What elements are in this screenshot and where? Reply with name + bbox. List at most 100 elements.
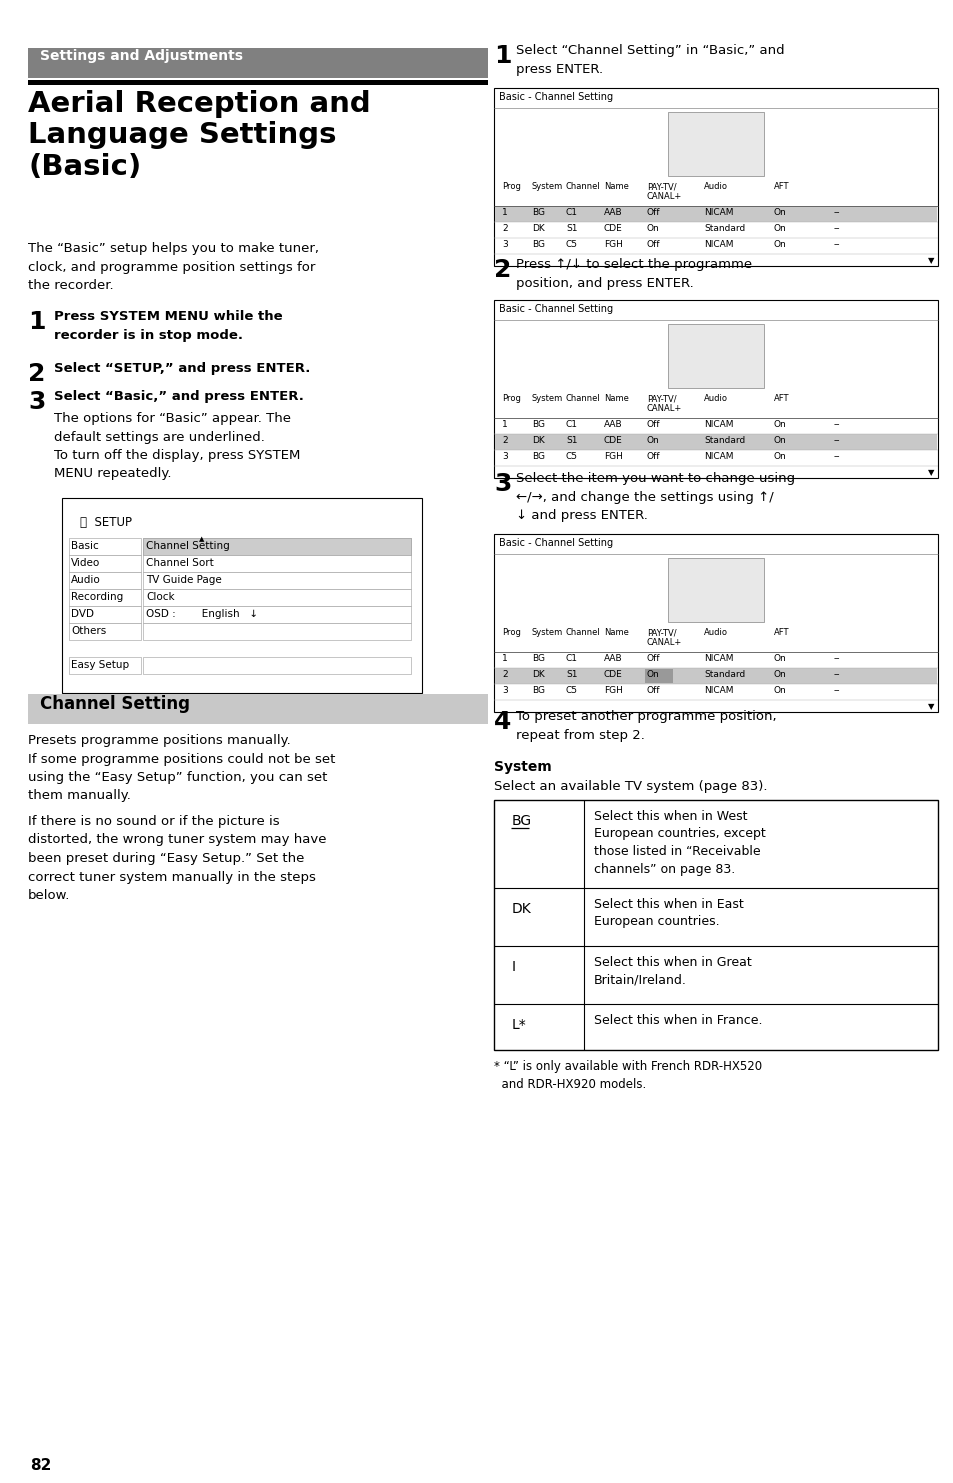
Text: Off: Off: [646, 452, 659, 461]
Text: 2: 2: [28, 362, 46, 386]
Text: Select this when in West
European countries, except
those listed in “Receivable
: Select this when in West European countr…: [594, 810, 765, 875]
Text: CDE: CDE: [603, 436, 622, 445]
Text: DK: DK: [512, 902, 531, 916]
Text: Channel: Channel: [565, 394, 600, 403]
Text: --: --: [833, 687, 840, 696]
Text: ⎙  SETUP: ⎙ SETUP: [80, 516, 132, 529]
Text: Others: Others: [71, 626, 106, 636]
Text: Select “SETUP,” and press ENTER.: Select “SETUP,” and press ENTER.: [54, 362, 310, 375]
Text: PAY-TV/
CANAL+: PAY-TV/ CANAL+: [646, 182, 681, 200]
Text: FGH: FGH: [603, 452, 622, 461]
Bar: [69, 623, 141, 641]
Text: Audio: Audio: [703, 182, 727, 191]
Text: PAY-TV/
CANAL+: PAY-TV/ CANAL+: [646, 394, 681, 412]
Text: On: On: [646, 224, 659, 233]
Text: Audio: Audio: [71, 575, 101, 584]
Text: C5: C5: [565, 452, 578, 461]
Bar: [143, 572, 411, 589]
Text: Channel Setting: Channel Setting: [146, 541, 230, 552]
Text: Standard: Standard: [703, 436, 744, 445]
Text: NICAM: NICAM: [703, 654, 733, 663]
Text: --: --: [833, 224, 840, 233]
Text: Basic: Basic: [71, 541, 99, 552]
Text: 2: 2: [501, 224, 507, 233]
Bar: [667, 113, 763, 176]
Text: Basic - Channel Setting: Basic - Channel Setting: [498, 92, 613, 102]
Bar: [494, 87, 937, 265]
Text: On: On: [773, 420, 786, 429]
Text: BG: BG: [532, 240, 544, 249]
Text: L*: L*: [512, 1017, 526, 1032]
Text: OSD :        English   ↓: OSD : English ↓: [146, 610, 258, 618]
Text: AFT: AFT: [773, 394, 789, 403]
Text: AFT: AFT: [773, 627, 789, 638]
Bar: [143, 555, 411, 572]
Text: 1: 1: [28, 310, 46, 334]
Text: 4: 4: [494, 710, 511, 734]
Text: Channel: Channel: [565, 182, 600, 191]
Text: BG: BG: [532, 420, 544, 429]
Text: ▼: ▼: [927, 701, 934, 710]
Text: Select an available TV system (page 83).: Select an available TV system (page 83).: [494, 780, 767, 793]
Text: Off: Off: [646, 420, 659, 429]
Text: C1: C1: [565, 208, 578, 217]
Text: System: System: [532, 182, 562, 191]
Text: Prog: Prog: [501, 627, 520, 638]
Text: PAY-TV/
CANAL+: PAY-TV/ CANAL+: [646, 627, 681, 647]
Text: Aerial Reception and
Language Settings
(Basic): Aerial Reception and Language Settings (…: [28, 90, 371, 181]
Text: FGH: FGH: [603, 687, 622, 696]
Text: Select this when in Great
Britain/Ireland.: Select this when in Great Britain/Irelan…: [594, 957, 751, 986]
Text: Off: Off: [646, 654, 659, 663]
Text: 1: 1: [501, 654, 507, 663]
Text: Prog: Prog: [501, 394, 520, 403]
Text: On: On: [646, 436, 659, 445]
Text: 2: 2: [501, 436, 507, 445]
Bar: [69, 657, 141, 673]
Text: If there is no sound or if the picture is
distorted, the wrong tuner system may : If there is no sound or if the picture i…: [28, 816, 326, 902]
Text: The options for “Basic” appear. The
default settings are underlined.
To turn off: The options for “Basic” appear. The defa…: [54, 412, 300, 480]
Text: Audio: Audio: [703, 394, 727, 403]
Text: 2: 2: [501, 670, 507, 679]
Text: NICAM: NICAM: [703, 452, 733, 461]
Text: Prog: Prog: [501, 182, 520, 191]
Text: Select “Basic,” and press ENTER.: Select “Basic,” and press ENTER.: [54, 390, 304, 403]
Text: ▲: ▲: [199, 535, 204, 541]
Text: TV Guide Page: TV Guide Page: [146, 575, 221, 584]
Text: AAB: AAB: [603, 208, 622, 217]
Bar: [69, 538, 141, 555]
Text: 82: 82: [30, 1458, 51, 1473]
Bar: [143, 589, 411, 607]
Text: On: On: [773, 452, 786, 461]
Text: System: System: [532, 627, 562, 638]
Text: --: --: [833, 670, 840, 679]
Text: S1: S1: [565, 670, 577, 679]
Text: The “Basic” setup helps you to make tuner,
clock, and programme position setting: The “Basic” setup helps you to make tune…: [28, 242, 318, 292]
Bar: [667, 323, 763, 389]
Text: Presets programme positions manually.
If some programme positions could not be s: Presets programme positions manually. If…: [28, 734, 335, 802]
Text: Off: Off: [646, 687, 659, 696]
Bar: [644, 669, 672, 684]
Bar: [494, 799, 937, 1050]
Text: Standard: Standard: [703, 670, 744, 679]
Bar: [69, 607, 141, 623]
Text: Basic - Channel Setting: Basic - Channel Setting: [498, 304, 613, 314]
Text: Select the item you want to change using
←/→, and change the settings using ↑/
↓: Select the item you want to change using…: [516, 472, 794, 522]
Text: DK: DK: [532, 224, 544, 233]
Text: On: On: [773, 240, 786, 249]
Text: CDE: CDE: [603, 670, 622, 679]
Text: 3: 3: [501, 452, 507, 461]
Text: To preset another programme position,
repeat from step 2.: To preset another programme position, re…: [516, 710, 776, 742]
Text: Video: Video: [71, 558, 100, 568]
Text: Off: Off: [646, 240, 659, 249]
Bar: [143, 623, 411, 641]
Text: --: --: [833, 240, 840, 249]
Text: BG: BG: [532, 208, 544, 217]
Text: --: --: [833, 654, 840, 663]
Text: CDE: CDE: [603, 224, 622, 233]
Text: Channel Sort: Channel Sort: [146, 558, 213, 568]
Text: On: On: [773, 224, 786, 233]
Text: BG: BG: [512, 814, 532, 828]
Text: Name: Name: [603, 182, 628, 191]
Text: C5: C5: [565, 240, 578, 249]
Text: NICAM: NICAM: [703, 208, 733, 217]
